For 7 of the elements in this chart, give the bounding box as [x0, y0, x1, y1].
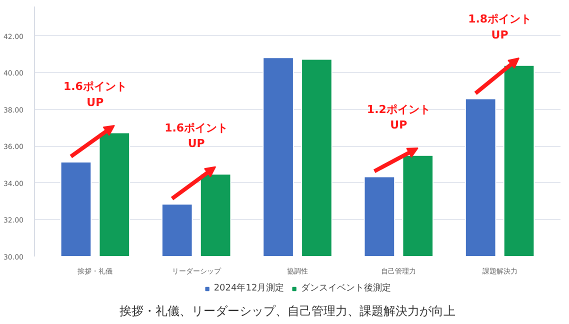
annotation: 1.6ポイント UP — [164, 122, 228, 150]
legend-label: 2024年12月測定 — [214, 282, 284, 294]
legend-label: ダンスイベント後測定 — [301, 282, 392, 294]
annotation: 1.8ポイント UP — [468, 12, 532, 42]
annotation: 1.2ポイント UP — [366, 102, 430, 132]
text: 挨拶・礼儀、リーダーシップ、自己管理力、課題解決力が向上 — [120, 303, 456, 320]
annotation: 1.6ポイント UP — [63, 80, 127, 109]
